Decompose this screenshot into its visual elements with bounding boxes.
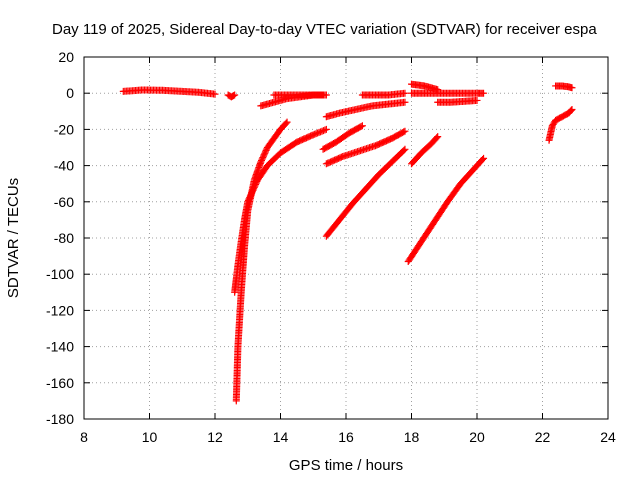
data-point [321,126,329,134]
series-arc1 [119,86,219,98]
y-tick-label: -60 [54,194,74,210]
series-arc18 [552,82,576,92]
y-tick-label: -120 [46,302,74,318]
x-axis-label: GPS time / hours [289,457,403,474]
data-point [567,106,575,114]
data-points [119,80,576,405]
data-point [473,96,481,104]
data-point [480,89,488,97]
series-arc15 [434,96,481,106]
x-tick-label: 24 [600,429,616,445]
data-point [568,105,576,113]
x-tick-label: 12 [207,429,223,445]
series-arc17 [545,105,576,144]
data-point [283,118,291,126]
plot-frame [83,56,609,420]
data-point [322,125,330,133]
data-point [433,134,441,142]
data-point [211,90,219,98]
y-axis-label: SDTVAR / TECUs [5,178,22,298]
series-arc2 [224,91,239,101]
data-point [401,145,409,153]
data-point [401,98,409,106]
series-arc7 [322,98,409,121]
series-arc12 [408,133,442,168]
y-tick-label: -160 [46,375,74,391]
series-arc9 [322,127,409,168]
x-tick-label: 20 [469,429,485,445]
y-tick-label: -20 [54,121,74,137]
y-tick-label: -80 [54,230,74,246]
series-arc4 [231,125,330,296]
data-point [358,122,366,130]
x-tick-label: 10 [142,429,158,445]
chart-title: Day 119 of 2025, Sidereal Day-to-day VTE… [52,21,597,38]
data-point [401,127,409,135]
series-arc10 [322,145,409,240]
x-tick-label: 16 [338,429,354,445]
series-arc14 [408,89,488,97]
data-point [400,146,408,154]
data-point [319,91,327,99]
data-point [282,119,290,127]
y-tick-label: -180 [46,411,74,427]
x-tick-label: 22 [535,429,551,445]
axis-ticks: 8 10 12 14 16 18 20 22 24 -180 -160 -140 -120 -100 -80… [46,49,616,445]
series-arc8 [319,122,366,153]
data-point [230,92,238,100]
y-tick-label: 0 [66,85,74,101]
data-point [434,133,442,141]
data-point [568,84,576,92]
y-tick-label: -140 [46,339,74,355]
data-point [357,123,365,131]
x-tick-label: 18 [404,429,420,445]
series-arc11 [358,89,409,99]
data-point [479,155,487,163]
data-point [480,154,488,162]
y-tick-label: -100 [46,266,74,282]
gridlines [84,57,608,419]
data-point [400,128,408,136]
series-arc6 [270,91,327,99]
x-tick-label: 8 [80,429,88,445]
series-arc16 [404,154,488,266]
x-tick-label: 14 [273,429,289,445]
y-tick-label: 20 [58,49,74,65]
y-tick-label: -40 [54,158,74,174]
data-point [231,91,239,99]
data-point [401,89,409,97]
